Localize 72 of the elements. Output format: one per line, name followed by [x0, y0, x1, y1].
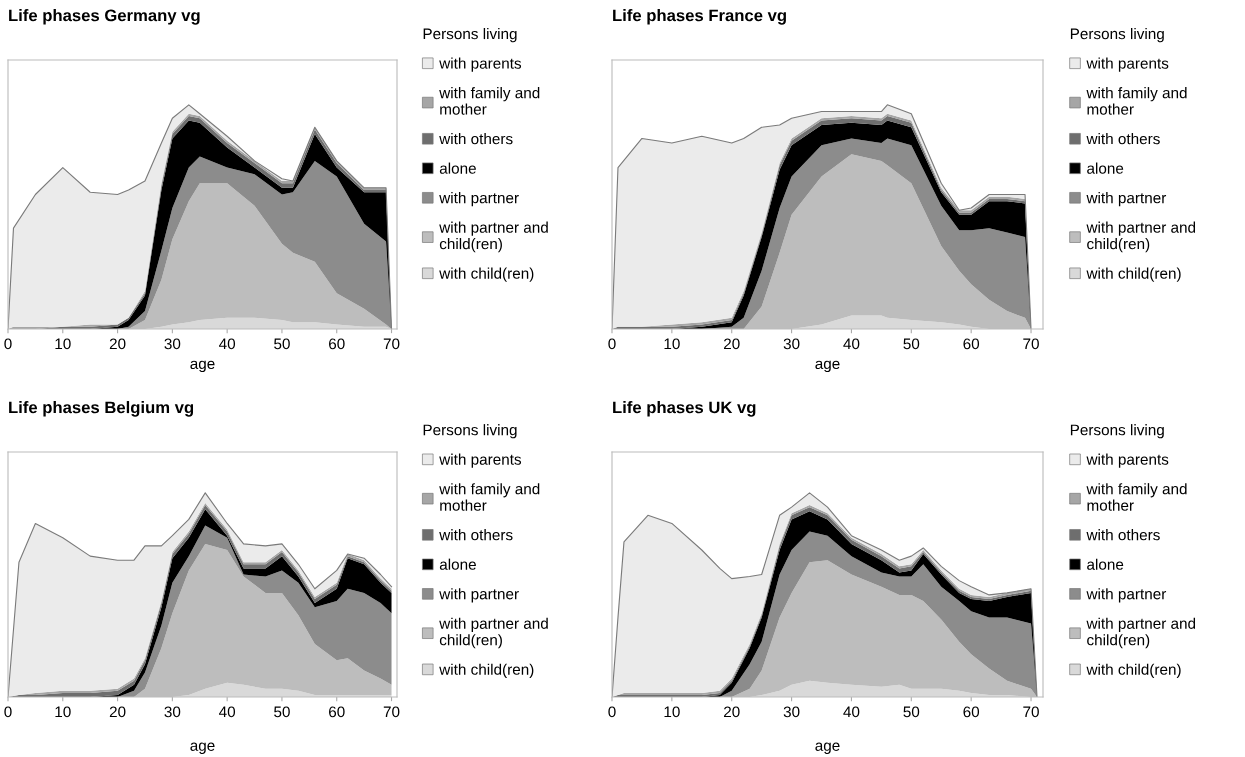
x-tick-label: 50 — [903, 338, 920, 350]
legend-label: with partner — [1086, 588, 1167, 603]
legend-label: with child(ren) — [439, 267, 534, 282]
legend-title: Persons living — [423, 28, 517, 43]
x-tick-label: 40 — [843, 706, 860, 718]
x-tick-label: 0 — [608, 338, 616, 350]
x-tick-label: 70 — [1023, 338, 1039, 350]
x-tick-label: 50 — [274, 338, 290, 350]
x-tick-label: 0 — [608, 706, 616, 718]
x-tick-label: 60 — [963, 338, 980, 350]
x-tick-label: 60 — [963, 706, 980, 718]
legend-label: with others — [439, 133, 513, 145]
chart-title: Life phases Belgium vg — [9, 401, 194, 417]
x-tick-label: 0 — [4, 706, 12, 718]
x-tick-label: 40 — [843, 338, 860, 350]
x-tick-label: 10 — [55, 706, 71, 718]
x-tick-label: 10 — [664, 338, 680, 350]
legend-label: with child(ren) — [1086, 267, 1181, 282]
x-axis-title: age — [190, 360, 215, 373]
x-axis-title: age — [190, 742, 215, 754]
x-tick-label: 60 — [329, 706, 345, 718]
legend-label: with partner and child(ren) — [1086, 221, 1196, 253]
x-tick-label: 70 — [383, 706, 400, 718]
x-tick-label: 30 — [164, 706, 181, 718]
x-tick-label: 40 — [219, 338, 236, 350]
x-tick-label: 20 — [109, 338, 126, 350]
x-tick-label: 40 — [219, 706, 236, 718]
legend-label: with parents — [1086, 57, 1169, 72]
legend-label: with others — [1086, 529, 1160, 541]
legend-label: alone — [439, 558, 476, 570]
x-axis-title: age — [815, 742, 840, 754]
x-tick-label: 10 — [55, 338, 71, 350]
x-tick-label: 30 — [783, 338, 800, 350]
legend-label: with partner — [439, 192, 519, 207]
x-tick-label: 70 — [1023, 706, 1039, 718]
legend-label: with child(ren) — [1086, 663, 1181, 678]
chart-title: Life phases Germany vg — [9, 9, 200, 25]
legend-label: alone — [1087, 162, 1124, 174]
legend-label: with child(ren) — [439, 663, 534, 678]
legend-label: with parents — [1086, 453, 1169, 468]
x-tick-label: 20 — [109, 706, 126, 718]
legend-label: with others — [1086, 133, 1160, 145]
legend-label: alone — [439, 162, 476, 174]
legend-title: Persons living — [1070, 28, 1164, 43]
x-tick-label: 20 — [723, 338, 740, 350]
legend-label: with partner — [1086, 192, 1167, 207]
legend-label: with family and mother — [439, 483, 540, 511]
legend-label: alone — [1087, 558, 1124, 570]
x-tick-label: 30 — [164, 338, 181, 350]
chart-title: Life phases UK vg — [613, 401, 756, 417]
x-tick-label: 50 — [903, 706, 920, 718]
legend-label: with partner and child(ren) — [439, 221, 548, 253]
chart-title: Life phases France vg — [613, 9, 786, 25]
x-tick-label: 70 — [383, 338, 400, 350]
x-axis-title: age — [815, 360, 840, 373]
x-tick-label: 0 — [4, 338, 12, 350]
x-tick-label: 50 — [274, 706, 290, 718]
legend-label: with others — [439, 529, 513, 541]
legend-label: with partner — [439, 588, 519, 603]
x-tick-label: 60 — [329, 338, 345, 350]
x-tick-label: 30 — [783, 706, 800, 718]
x-tick-label: 10 — [664, 706, 680, 718]
legend-title: Persons living — [1070, 424, 1164, 439]
legend-label: with parents — [439, 453, 522, 468]
x-tick-label: 20 — [723, 706, 740, 718]
legend-label: with family and mother — [439, 87, 540, 115]
legend-label: with family and mother — [1086, 483, 1187, 511]
legend-title: Persons living — [423, 424, 517, 439]
legend-label: with partner and child(ren) — [439, 617, 548, 649]
legend-label: with family and mother — [1086, 87, 1187, 115]
legend-label: with parents — [439, 57, 522, 72]
legend-label: with partner and child(ren) — [1086, 617, 1196, 649]
